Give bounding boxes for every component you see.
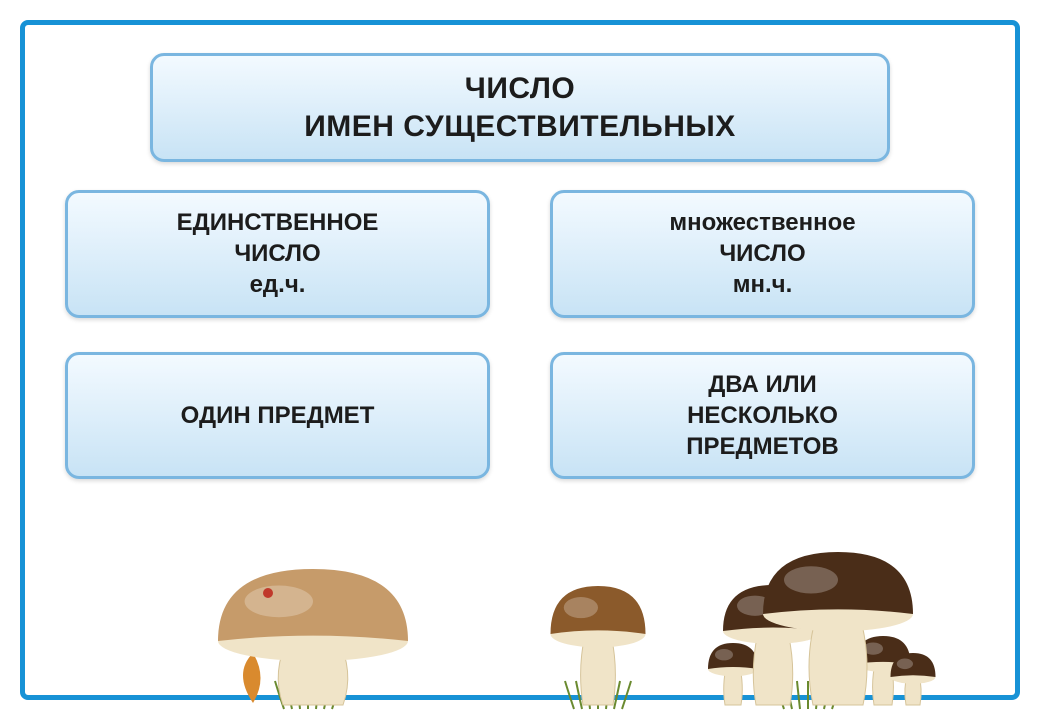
multiple-mushrooms bbox=[520, 513, 945, 713]
title-box: ЧИСЛО ИМЕН СУЩЕСТВИТЕЛЬНЫХ bbox=[150, 53, 890, 162]
title-line-2: ИМЕН СУЩЕСТВИТЕЛЬНЫХ bbox=[173, 108, 867, 146]
outer-frame: ЧИСЛО ИМЕН СУЩЕСТВИТЕЛЬНЫХ ЕДИНСТВЕННОЕ … bbox=[20, 20, 1020, 700]
title-line-1: ЧИСЛО bbox=[173, 70, 867, 108]
images-row bbox=[65, 513, 975, 713]
singular-header-box: ЕДИНСТВЕННОЕ ЧИСЛО ед.ч. bbox=[65, 190, 490, 318]
mushroom-icon bbox=[528, 553, 668, 713]
header-row: ЕДИНСТВЕННОЕ ЧИСЛО ед.ч. множественное Ч… bbox=[65, 190, 975, 318]
mushroom-icon bbox=[198, 523, 418, 713]
plural-h3: мн.ч. bbox=[565, 269, 960, 300]
singular-h2: ЧИСЛО bbox=[80, 238, 475, 269]
single-mushroom bbox=[95, 523, 520, 713]
plural-h2: ЧИСЛО bbox=[565, 238, 960, 269]
plural-desc-2: НЕСКОЛЬКО bbox=[565, 400, 960, 431]
plural-h1: множественное bbox=[565, 207, 960, 238]
desc-row: ОДИН ПРЕДМЕТ ДВА ИЛИ НЕСКОЛЬКО ПРЕДМЕТОВ bbox=[65, 352, 975, 480]
plural-desc-3: ПРЕДМЕТОВ bbox=[565, 431, 960, 462]
singular-desc-box: ОДИН ПРЕДМЕТ bbox=[65, 352, 490, 480]
plural-desc-box: ДВА ИЛИ НЕСКОЛЬКО ПРЕДМЕТОВ bbox=[550, 352, 975, 480]
singular-h3: ед.ч. bbox=[80, 269, 475, 300]
plural-header-box: множественное ЧИСЛО мн.ч. bbox=[550, 190, 975, 318]
mushroom-cluster-icon bbox=[678, 513, 938, 713]
singular-h1: ЕДИНСТВЕННОЕ bbox=[80, 207, 475, 238]
plural-desc-1: ДВА ИЛИ bbox=[565, 369, 960, 400]
singular-desc: ОДИН ПРЕДМЕТ bbox=[80, 400, 475, 431]
